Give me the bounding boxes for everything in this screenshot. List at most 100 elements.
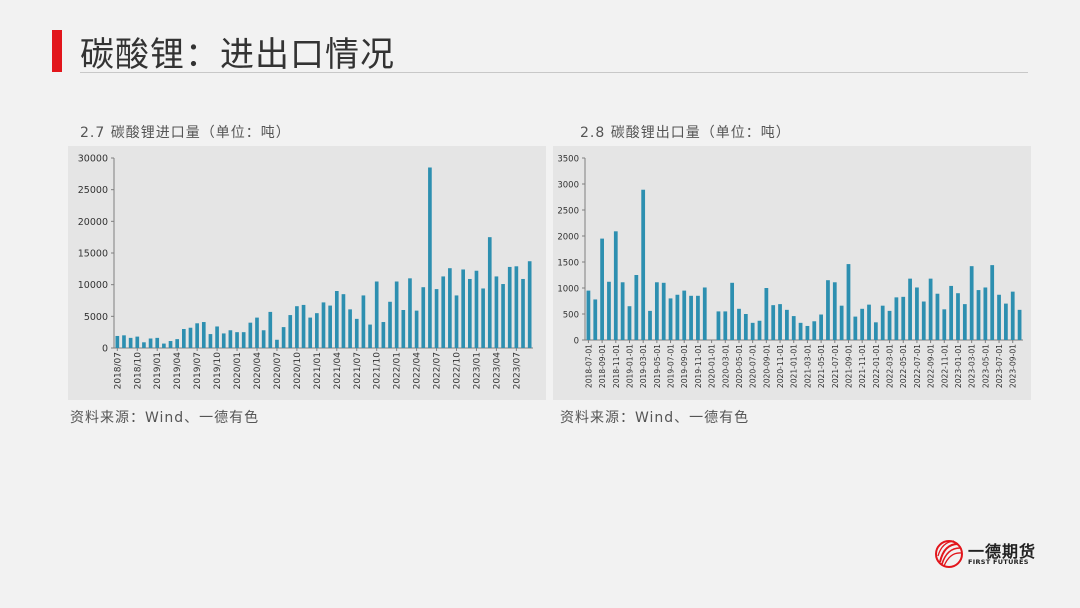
bar	[819, 314, 823, 340]
bar	[812, 321, 817, 340]
x-tick-label: 2023-07-01	[995, 344, 1004, 388]
bar	[281, 327, 286, 348]
export-chart-title: 2.8 碳酸锂出口量（单位：吨）	[580, 125, 791, 141]
bar	[689, 295, 693, 340]
bar	[354, 318, 359, 348]
bar	[275, 339, 279, 348]
bar	[142, 342, 146, 348]
y-tick-label: 25000	[78, 185, 108, 196]
x-tick-label: 2023-03-01	[968, 344, 977, 388]
bar	[607, 281, 611, 340]
export-chart-panel: 0 500 1000 1500 2000 2500 3000 3500 2018-07-01 20…	[553, 146, 1031, 400]
bar	[600, 238, 604, 340]
bar	[388, 301, 392, 348]
y-tick-label: 500	[563, 311, 579, 321]
x-tick-label: 2018/07	[113, 352, 123, 389]
bar	[441, 276, 446, 348]
bar	[195, 323, 199, 348]
x-tick-label: 2019/07	[193, 352, 203, 389]
bar	[221, 333, 226, 348]
swirl-logo-icon	[935, 540, 963, 568]
bar	[241, 332, 246, 348]
x-tick-label: 2018/10	[133, 352, 143, 390]
bar	[716, 311, 721, 340]
bar	[962, 304, 967, 340]
bar	[421, 287, 426, 348]
bar	[454, 295, 459, 348]
bar	[401, 310, 406, 348]
bar	[188, 327, 193, 348]
bar	[461, 269, 465, 348]
x-tick-label: 2022-05-01	[899, 344, 908, 388]
bar	[867, 304, 871, 340]
page-title: 碳酸锂：进出口情况	[80, 35, 395, 75]
bar	[288, 315, 293, 348]
x-tick-label: 2021/10	[373, 352, 383, 390]
bar	[949, 285, 954, 340]
bar	[743, 314, 748, 340]
x-tick-label: 2023/07	[512, 352, 522, 389]
x-tick-label: 2020-09-01	[762, 344, 771, 388]
bar	[215, 326, 219, 348]
x-tick-label: 2022-09-01	[927, 344, 936, 388]
y-tick-label: 2000	[557, 233, 579, 243]
bar	[757, 320, 762, 340]
bar	[928, 278, 933, 340]
x-tick-label: 2020/10	[293, 352, 303, 390]
title-accent-bar	[52, 30, 62, 72]
bar	[798, 322, 803, 340]
x-tick-label: 2021-05-01	[817, 344, 826, 388]
bar	[308, 317, 313, 348]
bar	[394, 281, 399, 348]
bar	[641, 189, 646, 340]
company-logo: 一德期货 FIRST FUTURES	[934, 536, 1037, 572]
y-tick-label: 0	[574, 337, 579, 347]
bar	[935, 293, 940, 340]
x-tick-label: 2021/04	[333, 352, 343, 390]
y-tick-label: 15000	[78, 249, 108, 260]
y-tick-label: 30000	[78, 154, 108, 165]
bar	[675, 294, 680, 340]
x-tick-label: 2023/01	[472, 352, 482, 389]
x-tick-label: 2018-07-01	[584, 344, 593, 388]
bar	[901, 296, 906, 340]
x-tick-label: 2019-09-01	[680, 344, 689, 388]
y-tick-label: 2500	[557, 207, 579, 217]
logo-name-en: FIRST FUTURES	[968, 558, 1029, 566]
import-chart-title: 2.7 碳酸锂进口量（单位：吨）	[80, 125, 291, 141]
x-tick-label: 2020-03-01	[721, 344, 730, 388]
y-tick-label: 3000	[557, 181, 579, 191]
x-tick-label: 2019-07-01	[667, 344, 676, 388]
logo-name: 一德期货	[968, 542, 1037, 561]
x-tick-label: 2022-11-01	[940, 344, 949, 388]
bar	[361, 295, 366, 348]
bar	[668, 298, 673, 340]
bar	[341, 294, 346, 348]
bar	[832, 282, 837, 340]
bar	[942, 309, 947, 340]
x-tick-label: 2022/01	[393, 352, 403, 389]
bar	[826, 280, 830, 340]
x-tick-label: 2022-03-01	[886, 344, 895, 388]
bar	[228, 330, 233, 348]
bar	[921, 301, 926, 340]
bar	[494, 276, 499, 348]
bar	[334, 291, 339, 348]
bar	[175, 339, 180, 348]
x-tick-label: 2020-01-01	[708, 344, 717, 388]
bar	[128, 337, 133, 348]
bar	[696, 295, 700, 340]
bar	[894, 297, 899, 340]
bar	[730, 282, 735, 340]
bar	[368, 324, 372, 348]
x-tick-label: 2021/01	[313, 352, 323, 389]
y-tick-label: 1000	[557, 285, 579, 295]
import-chart-panel: 0 5000 10000 15000 20000 25000 30000 2018/07 201…	[68, 146, 546, 400]
bar	[956, 293, 960, 340]
import-chart-source: 资料来源：Wind、一德有色	[70, 410, 260, 426]
bar	[487, 237, 492, 348]
bar	[255, 317, 259, 348]
bar	[155, 337, 160, 348]
bar	[474, 270, 479, 348]
bar	[702, 287, 707, 340]
